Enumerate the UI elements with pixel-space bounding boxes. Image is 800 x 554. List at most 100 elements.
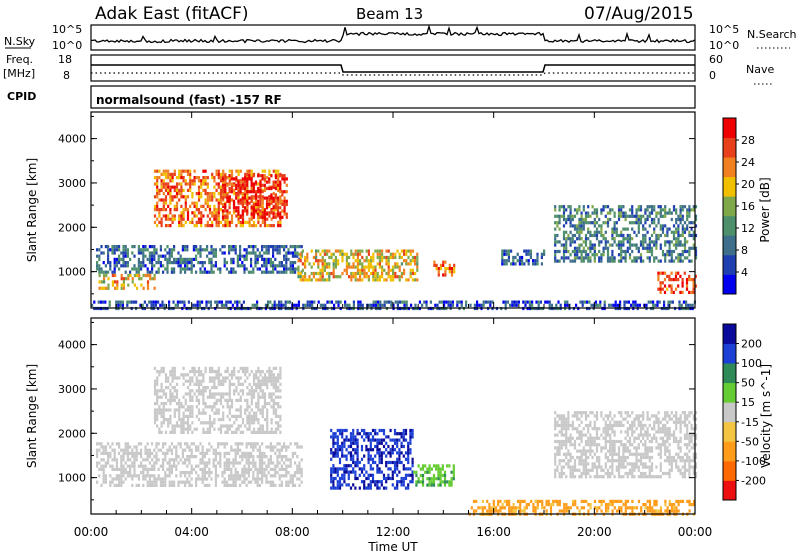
power-cell: [208, 204, 212, 208]
velocity-cell: [234, 477, 237, 481]
power-cell: [195, 254, 198, 258]
velocity-cell: [124, 451, 127, 455]
velocity-cell: [250, 408, 253, 412]
power-cell: [246, 201, 249, 205]
velocity-cell: [146, 480, 149, 484]
velocity-cell: [255, 411, 258, 415]
power-cell: [480, 303, 483, 307]
power-cell: [527, 249, 530, 253]
velocity-cell: [113, 448, 116, 452]
power-cell: [589, 214, 592, 218]
power-cell: [164, 208, 168, 212]
power-cell: [192, 245, 195, 249]
power-cell: [352, 271, 355, 276]
velocity-cell: [252, 430, 256, 434]
velocity-cell: [452, 464, 455, 468]
power-cell: [241, 204, 245, 208]
power-cell: [181, 248, 184, 252]
power-cell: [258, 251, 261, 255]
velocity-cell: [258, 477, 261, 481]
power-cell: [416, 262, 419, 266]
velocity-cell: [175, 455, 178, 459]
power-cell: [179, 254, 182, 258]
power-cell: [370, 255, 373, 260]
velocity-cell: [151, 464, 154, 468]
power-cell: [255, 182, 258, 186]
velocity-cell: [146, 448, 149, 452]
power-cell: [359, 271, 362, 276]
power-cell: [111, 273, 114, 278]
power-cell: [217, 201, 220, 205]
power-cell: [554, 259, 557, 263]
velocity-cell: [437, 483, 440, 487]
power-cell: [400, 275, 403, 279]
power-cell: [208, 211, 212, 215]
velocity-cell: [380, 438, 383, 442]
velocity-cell: [371, 438, 375, 442]
power-cell: [582, 240, 585, 244]
velocity-cell: [133, 461, 136, 465]
power-cell: [685, 300, 688, 304]
power-cell: [646, 208, 649, 212]
power-region-4: [297, 249, 419, 282]
velocity-cell: [336, 454, 339, 458]
velocity-cell: [563, 509, 566, 513]
velocity-cell: [206, 477, 209, 481]
power-cell: [675, 208, 678, 212]
velocity-cell: [276, 448, 279, 452]
power-cell: [571, 224, 574, 228]
velocity-cell: [252, 382, 256, 386]
power-cell: [511, 300, 514, 304]
velocity-cell: [389, 467, 392, 471]
velocity-cell: [184, 442, 187, 446]
power-cell: [688, 208, 691, 212]
velocity-cell: [215, 386, 218, 390]
power-cell: [632, 300, 635, 304]
power-cell: [416, 259, 419, 263]
power-cell: [148, 245, 151, 249]
power-cell: [506, 300, 509, 304]
power-cell: [576, 253, 579, 257]
velocity-cell: [338, 467, 342, 471]
velocity-cell: [330, 486, 333, 490]
power-cell: [367, 275, 370, 279]
power-cell: [556, 259, 559, 263]
power-cell: [584, 214, 588, 218]
power-cell: [584, 256, 588, 260]
power-cell: [120, 264, 123, 268]
velocity-cell: [332, 486, 335, 490]
power-cell: [166, 261, 169, 265]
velocity-cell: [261, 370, 264, 374]
velocity-cell: [219, 398, 223, 402]
velocity-cell: [534, 506, 537, 510]
power-cell: [591, 243, 594, 247]
velocity-cell: [274, 445, 277, 449]
power-cell: [414, 262, 417, 266]
power-cell: [216, 300, 219, 304]
power-cell: [283, 209, 286, 213]
velocity-cell: [206, 464, 209, 468]
power-cell: [272, 267, 275, 271]
power-cell: [624, 256, 627, 260]
power-cell: [248, 169, 251, 173]
velocity-cell: [272, 392, 275, 396]
power-cell: [168, 303, 171, 307]
velocity-cell: [332, 441, 335, 445]
velocity-cell: [159, 448, 162, 452]
power-cell: [254, 254, 257, 258]
power-cell: [269, 245, 272, 249]
power-cell: [280, 300, 283, 304]
velocity-cell: [276, 458, 279, 462]
velocity-cell: [223, 477, 226, 481]
power-cell: [516, 252, 519, 256]
power-cell: [168, 248, 171, 252]
power-cell: [107, 257, 110, 261]
velocity-cell: [178, 418, 181, 422]
power-colorbar-tick-label: 28: [741, 134, 755, 147]
power-cell: [453, 267, 456, 271]
power-cell: [546, 300, 549, 304]
velocity-cell: [202, 392, 205, 396]
velocity-cell: [349, 486, 353, 490]
power-cell: [636, 303, 639, 307]
velocity-cell: [256, 455, 259, 459]
